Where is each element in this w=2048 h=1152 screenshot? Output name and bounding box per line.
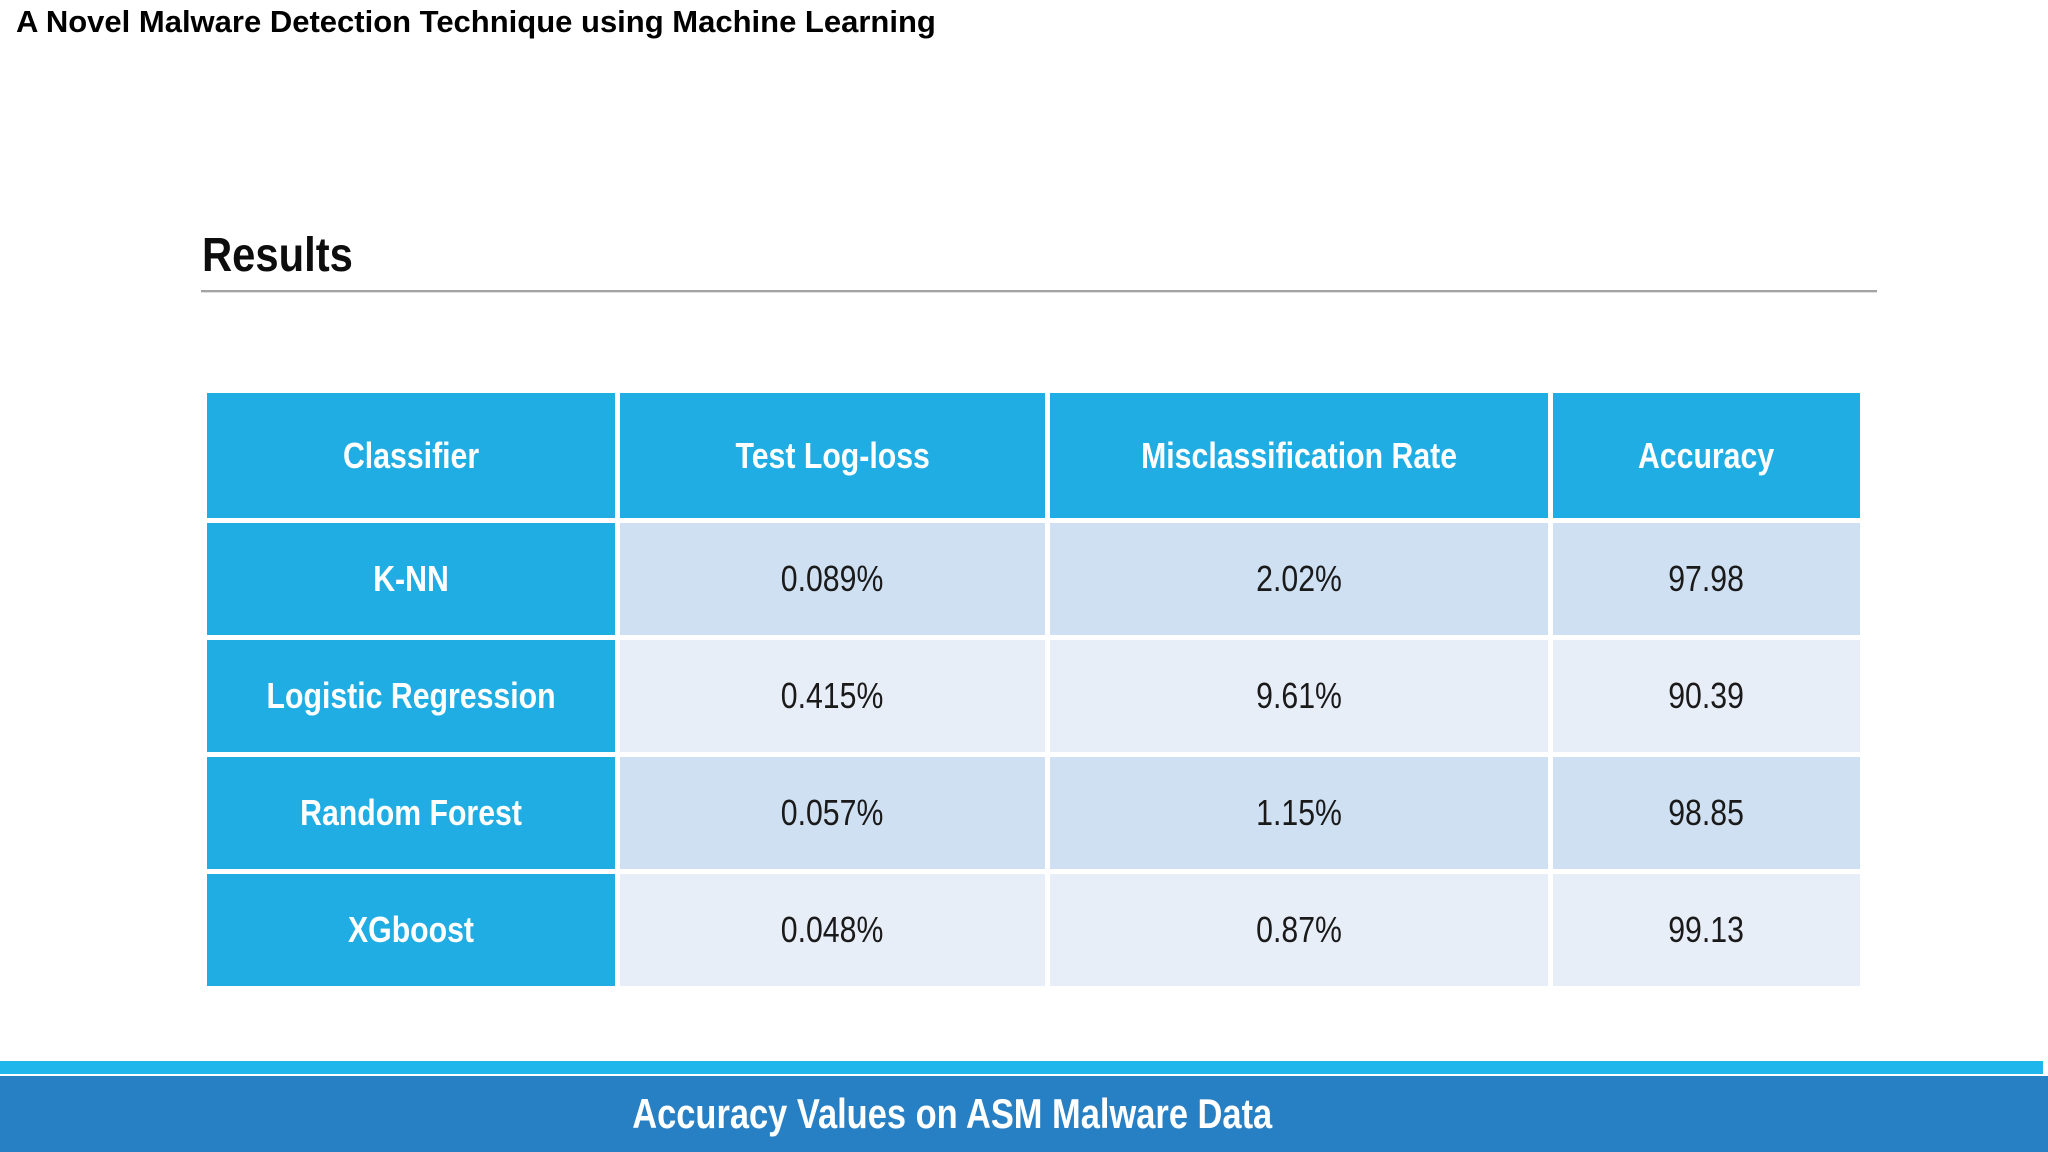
caption-banner: Accuracy Values on ASM Malware Data bbox=[0, 1076, 2048, 1152]
caption-text: Accuracy Values on ASM Malware Data bbox=[632, 1090, 1272, 1137]
cell-value: 2.02% bbox=[1256, 558, 1342, 599]
column-header-label: Classifier bbox=[342, 434, 480, 476]
table-cell-xgboost-accuracy: 99.13 bbox=[1553, 874, 1860, 986]
cell-value: 97.98 bbox=[1668, 558, 1745, 599]
column-header-label: Accuracy bbox=[1638, 434, 1775, 476]
row-header-xgboost: XGboost bbox=[207, 874, 615, 986]
cell-value: 0.048% bbox=[781, 909, 884, 950]
column-header-classifier: Classifier bbox=[207, 393, 615, 518]
column-header-test-log-loss: Test Log-loss bbox=[620, 393, 1045, 518]
table-cell-knn-misclassification: 2.02% bbox=[1050, 523, 1548, 635]
table-cell-xgboost-misclassification: 0.87% bbox=[1050, 874, 1548, 986]
row-header-random-forest: Random Forest bbox=[207, 757, 615, 869]
cell-value: 1.15% bbox=[1256, 792, 1342, 833]
row-header-knn: K-NN bbox=[207, 523, 615, 635]
cell-value: 98.85 bbox=[1668, 792, 1745, 833]
table-cell-xgboost-log-loss: 0.048% bbox=[620, 874, 1045, 986]
table-cell-knn-accuracy: 97.98 bbox=[1553, 523, 1860, 635]
section-heading-label: Results bbox=[202, 229, 353, 282]
cell-value: 90.39 bbox=[1668, 675, 1745, 716]
cell-value: 0.089% bbox=[781, 558, 884, 599]
column-header-label: Test Log-loss bbox=[735, 434, 930, 476]
section-heading: Results bbox=[202, 230, 375, 282]
column-header-label: Misclassification Rate bbox=[1141, 434, 1457, 476]
slide-title: A Novel Malware Detection Technique usin… bbox=[16, 4, 936, 39]
table-cell-lr-misclassification: 9.61% bbox=[1050, 640, 1548, 752]
cell-value: 9.61% bbox=[1256, 675, 1342, 716]
classifier-name: Random Forest bbox=[300, 792, 522, 833]
table-cell-rf-log-loss: 0.057% bbox=[620, 757, 1045, 869]
cell-value: 0.87% bbox=[1256, 909, 1342, 950]
column-header-accuracy: Accuracy bbox=[1553, 393, 1860, 518]
caption-accent-strip bbox=[0, 1061, 2043, 1074]
table-cell-rf-accuracy: 98.85 bbox=[1553, 757, 1860, 869]
cell-value: 0.057% bbox=[781, 792, 884, 833]
table-cell-rf-misclassification: 1.15% bbox=[1050, 757, 1548, 869]
table-cell-lr-accuracy: 90.39 bbox=[1553, 640, 1860, 752]
classifier-name: Logistic Regression bbox=[266, 675, 556, 716]
column-header-misclassification-rate: Misclassification Rate bbox=[1050, 393, 1548, 518]
table-cell-knn-log-loss: 0.089% bbox=[620, 523, 1045, 635]
classifier-name: XGboost bbox=[348, 909, 474, 950]
heading-rule-divider bbox=[201, 290, 1877, 293]
table-cell-lr-log-loss: 0.415% bbox=[620, 640, 1045, 752]
cell-value: 0.415% bbox=[781, 675, 884, 716]
row-header-logistic-regression: Logistic Regression bbox=[207, 640, 615, 752]
cell-value: 99.13 bbox=[1668, 909, 1745, 950]
results-table: Classifier Test Log-loss Misclassificati… bbox=[207, 393, 1860, 986]
classifier-name: K-NN bbox=[373, 558, 449, 599]
